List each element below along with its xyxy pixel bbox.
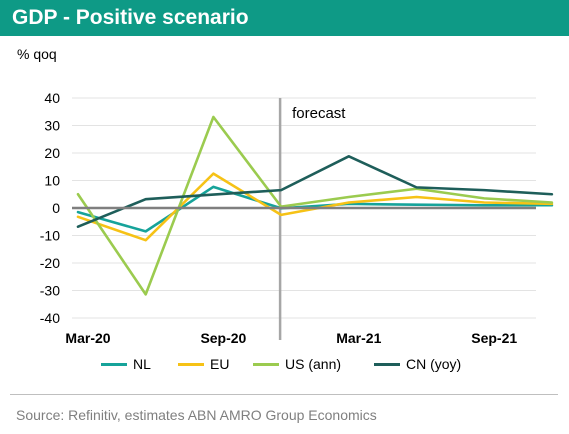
- series-line-us-ann: [76, 115, 554, 296]
- legend-item: EU: [178, 354, 229, 374]
- y-tick-label: -30: [40, 283, 60, 299]
- x-tick-label: Sep-21: [471, 330, 517, 346]
- legend-item: CN (yoy): [374, 354, 461, 374]
- y-tick-label: -10: [40, 228, 60, 244]
- legend-label: NL: [133, 356, 151, 372]
- y-tick-label: -40: [40, 310, 60, 326]
- legend-label: EU: [210, 356, 230, 372]
- y-tick-label: -20: [40, 255, 60, 271]
- y-tick-label: 30: [44, 118, 60, 134]
- y-tick-label: 40: [44, 90, 60, 106]
- series-line-cn-yoy: [76, 155, 554, 228]
- y-axis-unit-label: % qoq: [17, 46, 57, 62]
- title-bar: GDP - Positive scenario: [0, 0, 569, 36]
- source-note: Source: Refinitiv, estimates ABN AMRO Gr…: [16, 407, 377, 423]
- legend-swatch: [374, 362, 400, 366]
- source-divider: [10, 394, 558, 395]
- series-line-nl: [76, 185, 554, 233]
- legend-swatch: [178, 362, 204, 366]
- legend-label: CN (yoy): [406, 356, 462, 372]
- legend-label: US (ann): [285, 356, 342, 372]
- chart-title: GDP - Positive scenario: [12, 6, 249, 29]
- x-tick-label: Sep-20: [200, 330, 246, 346]
- forecast-label: forecast: [292, 105, 346, 122]
- y-tick-label: 20: [44, 145, 60, 161]
- legend-item: NL: [101, 354, 151, 374]
- chart-legend: NL EU US (ann) CN (yoy): [0, 354, 569, 374]
- legend-swatch: [253, 362, 279, 366]
- y-tick-label: 0: [52, 200, 60, 216]
- y-tick-label: 10: [44, 173, 60, 189]
- x-tick-label: Mar-21: [336, 330, 381, 346]
- x-tick-label: Mar-20: [65, 330, 110, 346]
- legend-item: US (ann): [253, 354, 341, 374]
- legend-swatch: [101, 362, 127, 366]
